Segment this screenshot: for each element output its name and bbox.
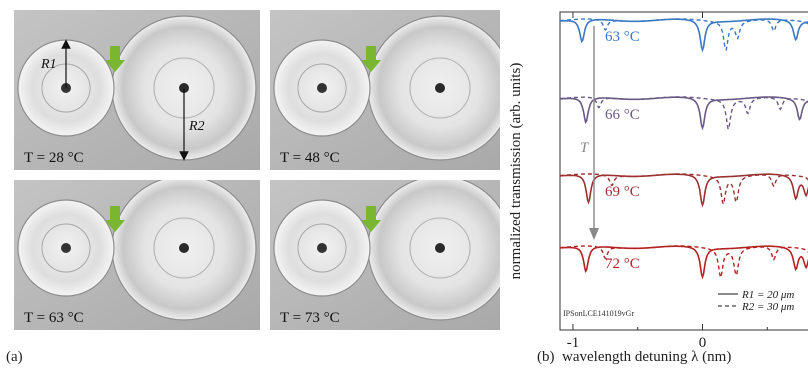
y-axis-label: normalized transmission (arb. units) — [508, 63, 524, 280]
x-tick-label: 0 — [699, 335, 707, 351]
legend-entry: R1 = 20 μm — [741, 289, 794, 301]
r1-series-line — [560, 18, 808, 53]
plot-frame — [559, 11, 808, 331]
large-disk-resonator — [367, 15, 500, 161]
panel-a-label: (a) — [6, 349, 23, 365]
transmission-trace: 63 °C — [559, 18, 808, 53]
micrograph-panel: T = 28 °C R1 R2 T = 48 °C T = 63 °C T = 73 °C — [14, 10, 500, 330]
r2-series-line — [559, 96, 808, 132]
green-arrow-icon — [105, 206, 125, 232]
disk-center — [435, 83, 445, 93]
temperature-trace-label: 72 °C — [605, 256, 640, 272]
x-tick-label: -1 — [567, 335, 580, 351]
disk-center — [61, 243, 71, 253]
transmission-trace: 69 °C — [559, 173, 808, 208]
arrow-head-icon — [589, 228, 599, 240]
green-arrow-icon — [361, 46, 381, 72]
temperature-label: T = 48 °C — [280, 150, 340, 166]
r1-series-line — [560, 173, 808, 208]
transmission-chart: normalized transmission (arb. units)-101… — [508, 11, 808, 351]
r2-series-line — [559, 245, 808, 280]
disk-center — [435, 243, 445, 253]
transmission-trace: 66 °C — [559, 96, 808, 132]
r2-label: R2 — [188, 119, 205, 134]
large-disk-resonator — [367, 180, 500, 321]
temperature-trace-label: 66 °C — [605, 107, 640, 123]
micrograph-tile: T = 63 °C — [14, 180, 260, 330]
r1-series-line — [559, 96, 808, 131]
green-arrow-icon — [361, 206, 381, 232]
disk-center — [179, 243, 189, 253]
temperature-trace-label: 69 °C — [605, 184, 640, 200]
r2-series-line — [559, 18, 808, 51]
disk-center — [317, 243, 327, 253]
legend-entry: R2 = 30 μm — [741, 301, 794, 313]
micrograph-tile: T = 48 °C — [270, 10, 500, 170]
r2-series-line — [559, 173, 808, 207]
r1-series-line — [559, 245, 808, 280]
disk-center — [317, 83, 327, 93]
temperature-label: T = 63 °C — [24, 310, 84, 326]
temperature-label: T = 73 °C — [280, 310, 340, 326]
transmission-trace: 72 °C — [559, 245, 808, 280]
temperature-arrow-label: T — [580, 140, 590, 156]
panel-b-label: (b) wavelength detuning λ (nm) — [537, 349, 732, 365]
x-axis-label: wavelength detuning λ (nm) — [562, 349, 732, 365]
temperature-label: T = 28 °C — [24, 150, 84, 166]
green-arrow-icon — [105, 46, 125, 72]
temperature-trace-label: 63 °C — [605, 29, 640, 45]
watermark-label: IPSonLCE141019vGr — [563, 309, 634, 318]
micrograph-tile: T = 28 °C R1 R2 — [14, 10, 260, 170]
r1-label: R1 — [40, 57, 57, 72]
micrograph-tile: T = 73 °C — [270, 180, 500, 330]
